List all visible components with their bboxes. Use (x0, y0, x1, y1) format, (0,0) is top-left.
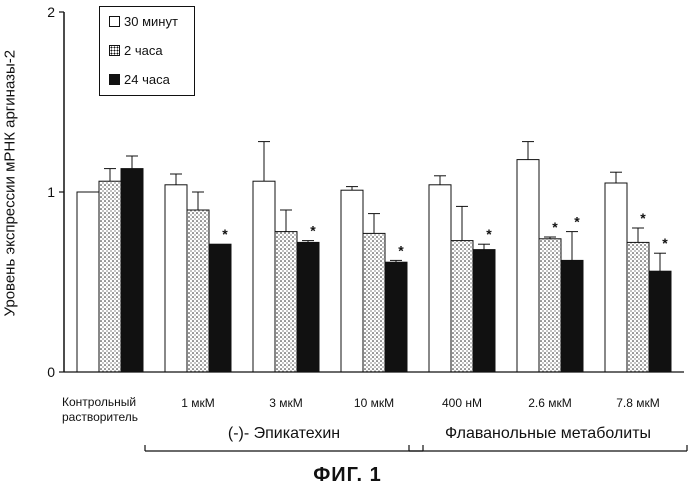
y-tick-label: 1 (47, 184, 55, 200)
legend-label: 2 часа (124, 43, 163, 58)
group-label: Флаванольные метаболиты (409, 425, 687, 443)
bar (517, 160, 539, 372)
y-axis-label: Уровень экспрессии мРНК аргиназы-2 (2, 67, 19, 317)
x-tick-label: 7.8 мкМ (578, 396, 695, 411)
x-tick-label-line: 7.8 мкМ (578, 396, 695, 411)
bar (363, 233, 385, 372)
legend-swatch-open (109, 16, 120, 27)
significance-marker: * (552, 219, 558, 235)
bar (121, 169, 143, 372)
bar (429, 185, 451, 372)
legend-label: 30 минут (124, 14, 178, 29)
significance-marker: * (398, 242, 404, 258)
bar (539, 239, 561, 372)
bars-layer: * * * * * * * * (77, 142, 671, 372)
legend-item-30min: 30 минут (109, 14, 178, 29)
legend: 30 минут 2 часа 24 часа (99, 6, 195, 96)
significance-marker: * (640, 210, 646, 226)
bar (253, 181, 275, 372)
bar (473, 250, 495, 372)
significance-marker: * (486, 226, 492, 242)
bar (275, 232, 297, 372)
bar (77, 192, 99, 372)
bar (187, 210, 209, 372)
significance-marker: * (574, 214, 580, 230)
bar (627, 242, 649, 372)
figure-label: ФИГ. 1 (0, 464, 695, 487)
x-tick-label-line: растворитель (62, 410, 182, 425)
legend-swatch-solid (109, 74, 120, 85)
legend-swatch-dotted (109, 45, 120, 56)
group-label: (-)- Эпикатехин (145, 425, 423, 443)
bar (341, 190, 363, 372)
bar (165, 185, 187, 372)
bar (297, 242, 319, 372)
y-tick-label: 0 (47, 364, 55, 380)
bar (209, 244, 231, 372)
bar (451, 241, 473, 372)
significance-marker: * (662, 235, 668, 251)
legend-label: 24 часа (124, 72, 170, 87)
significance-marker: * (310, 223, 316, 239)
bar (385, 262, 407, 372)
bar (649, 271, 671, 372)
y-tick-label: 2 (47, 4, 55, 20)
legend-item-2h: 2 часа (109, 43, 163, 58)
bar (99, 181, 121, 372)
significance-marker: * (222, 226, 228, 242)
bar (605, 183, 627, 372)
legend-item-24h: 24 часа (109, 72, 170, 87)
bar (561, 260, 583, 372)
